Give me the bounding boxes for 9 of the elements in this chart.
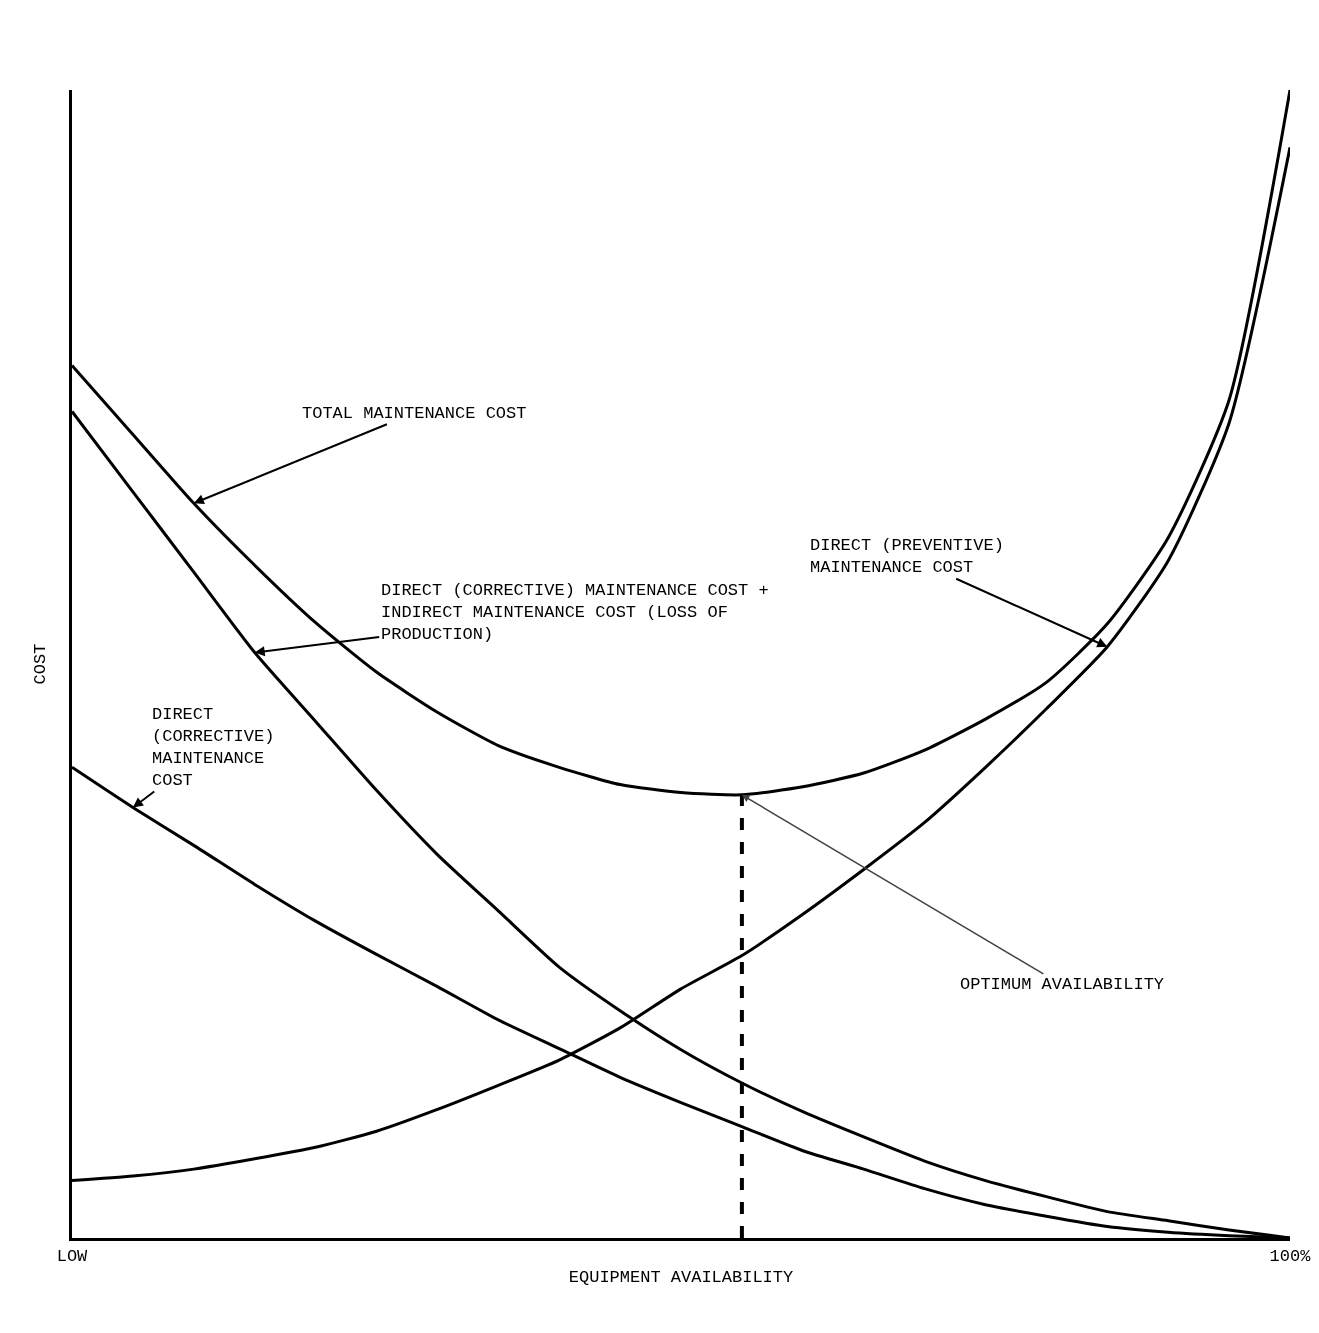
series-label: DIRECT (CORRECTIVE) MAINTENANCE COST <box>152 705 275 791</box>
x-tick-label: 100% <box>1269 1247 1312 1267</box>
text: DIRECT (CORRECTIVE) MAINTENANCE COST + INDIRECT MAINTENANCE COST (LOSS OF PRODUCTION) <box>381 581 769 645</box>
text: DIRECT (PREVENTIVE) MAINTENANCE COST <box>810 536 1004 578</box>
y-axis-title: COST <box>30 643 50 685</box>
x-tick-label: LOW <box>56 1247 89 1267</box>
annotation: OPTIMUM AVAILABILITY <box>960 975 1165 994</box>
text: TOTAL MAINTENANCE COST <box>302 404 527 423</box>
x-axis-title: EQUIPMENT AVAILABILITY <box>568 1267 794 1287</box>
